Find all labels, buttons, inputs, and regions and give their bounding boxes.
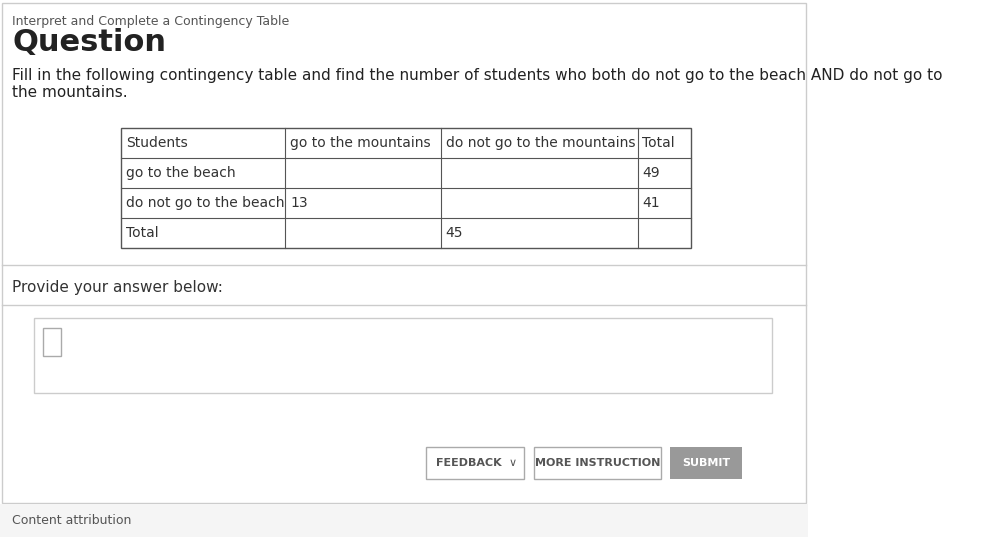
Text: Interpret and Complete a Contingency Table: Interpret and Complete a Contingency Tab… — [12, 15, 290, 28]
Bar — [534, 447, 662, 479]
Bar — [0, 504, 808, 537]
Text: MORE INSTRUCTION: MORE INSTRUCTION — [535, 458, 661, 468]
Text: do not go to the beach: do not go to the beach — [126, 196, 285, 210]
Text: do not go to the mountains: do not go to the mountains — [446, 136, 635, 150]
Text: 13: 13 — [290, 196, 308, 210]
Text: SUBMIT: SUBMIT — [682, 458, 731, 468]
Text: FEEDBACK: FEEDBACK — [436, 458, 502, 468]
Text: 41: 41 — [643, 196, 660, 210]
Text: Total: Total — [126, 226, 159, 240]
Text: go to the mountains: go to the mountains — [290, 136, 431, 150]
Text: Provide your answer below:: Provide your answer below: — [12, 280, 223, 295]
Bar — [426, 447, 525, 479]
Text: 49: 49 — [643, 166, 660, 180]
Text: Fill in the following contingency table and find the number of students who both: Fill in the following contingency table … — [12, 68, 943, 100]
Text: Students: Students — [126, 136, 188, 150]
Bar — [43, 328, 61, 356]
Bar — [121, 128, 691, 248]
Text: go to the beach: go to the beach — [126, 166, 236, 180]
Text: 45: 45 — [446, 226, 463, 240]
Text: Total: Total — [643, 136, 675, 150]
Text: Content attribution: Content attribution — [12, 513, 132, 526]
Bar — [35, 318, 772, 393]
Bar — [670, 447, 742, 479]
Text: ∨: ∨ — [509, 458, 517, 468]
Text: Question: Question — [12, 28, 167, 57]
